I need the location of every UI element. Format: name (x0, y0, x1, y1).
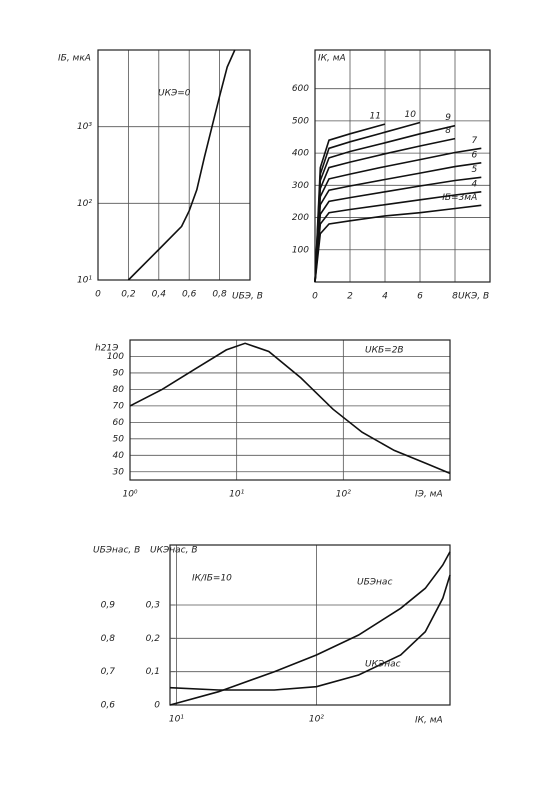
annotation: UКБ=2В (365, 346, 404, 356)
series-label: 5 (472, 165, 478, 175)
y-tick-label: 10³ (77, 122, 92, 132)
curve (127, 49, 236, 281)
x-tick-label: 10¹ (229, 490, 244, 500)
x-tick-label: 0,4 (152, 290, 167, 300)
y-axis-label: h21Э (95, 344, 119, 354)
curve (169, 551, 451, 706)
y-tick-label: 40 (113, 451, 125, 461)
y-tick-label: 100 (292, 245, 309, 255)
curve (314, 123, 386, 283)
x-axis-label: UКЭ, В (458, 292, 489, 302)
x-axis-label: UБЭ, В (232, 292, 263, 302)
y-tick-label: 30 (113, 467, 125, 477)
y2-tick-label: 0,3 (146, 601, 161, 611)
x-tick-label: 8 (452, 292, 458, 302)
series-label: UКЭнас (365, 660, 401, 670)
annotation: UКЭ=0 (158, 89, 191, 99)
x-tick-label: 0,8 (212, 290, 227, 300)
x-tick-label: 4 (382, 292, 388, 302)
x-axis-label: IК, мА (415, 716, 443, 726)
y-tick-label: 70 (113, 401, 125, 411)
curve (314, 204, 482, 283)
y-tick-label: 400 (292, 149, 309, 159)
curve (314, 191, 482, 283)
y-axis-label: UБЭнас, В (93, 546, 140, 556)
x-tick-label: 0,2 (121, 290, 136, 300)
y-tick-label: 100 (107, 352, 124, 362)
series-label: UБЭнас (357, 578, 392, 588)
y2-axis-label: UКЭнас, В (150, 546, 198, 556)
y2-tick-label: 0,2 (146, 634, 161, 644)
y-tick-label: 50 (113, 434, 125, 444)
plot-frame (169, 544, 451, 706)
y-tick-label: 600 (292, 84, 309, 94)
x-tick-label: 0 (95, 290, 101, 300)
y-tick-label: 0,8 (101, 634, 116, 644)
series-label: 10 (405, 110, 417, 120)
series-label: IБ=3мА (442, 193, 477, 203)
y-tick-label: 0,9 (101, 601, 116, 611)
x-tick-label: 0 (312, 292, 318, 302)
curve (129, 342, 451, 475)
series-label: 4 (472, 179, 478, 189)
curve (314, 147, 482, 283)
x-tick-label: 2 (347, 292, 353, 302)
y-tick-label: 200 (292, 213, 309, 223)
curve (314, 176, 482, 283)
y-tick-label: 300 (292, 181, 309, 191)
plot-frame (129, 339, 451, 481)
series-label: 11 (370, 112, 381, 122)
x-tick-label: 10¹ (169, 715, 184, 725)
y-axis-label: IБ, мкА (58, 54, 91, 64)
y-tick-label: 0,6 (101, 701, 116, 711)
x-axis-label: IЭ, мА (415, 490, 443, 500)
plot-frame (97, 49, 251, 281)
x-tick-label: 0,6 (182, 290, 197, 300)
y2-tick-label: 0 (154, 701, 160, 711)
y-tick-label: 10¹ (77, 276, 92, 286)
x-tick-label: 10² (336, 490, 351, 500)
y2-tick-label: 0,1 (146, 667, 160, 677)
curve (314, 162, 482, 283)
y-tick-label: 80 (113, 385, 125, 395)
y-tick-label: 90 (113, 368, 125, 378)
x-tick-label: 10⁰ (122, 490, 137, 500)
series-label: 6 (472, 150, 478, 160)
curve (169, 574, 451, 691)
plot-frame (314, 49, 491, 283)
series-label: 9 (445, 113, 451, 123)
x-tick-label: 10² (309, 715, 324, 725)
y-tick-label: 10² (77, 199, 92, 209)
series-label: 8 (445, 126, 451, 136)
series-label: 7 (472, 136, 478, 146)
y-axis-label: IК, мА (318, 54, 346, 64)
y-tick-label: 60 (113, 418, 125, 428)
y-tick-label: 0,7 (101, 667, 116, 677)
y-tick-label: 500 (292, 116, 309, 126)
annotation: IК/IБ=10 (192, 574, 232, 584)
x-tick-label: 6 (417, 292, 423, 302)
